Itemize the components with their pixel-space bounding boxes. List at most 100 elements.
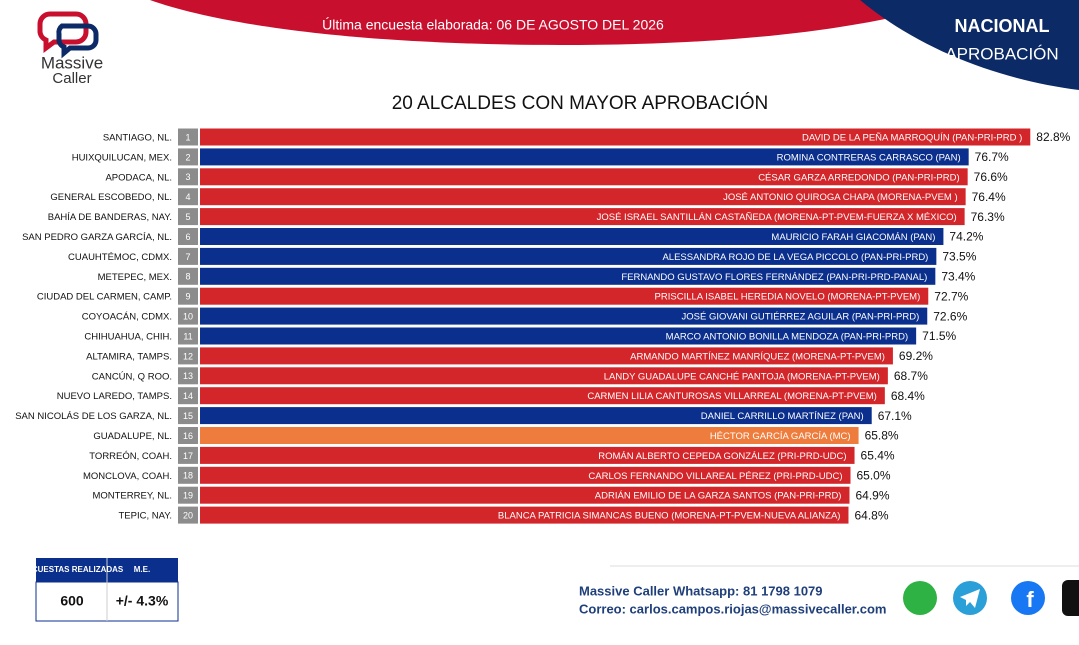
rank: 16 xyxy=(183,431,193,441)
rank: 13 xyxy=(183,371,193,381)
rank: 3 xyxy=(185,172,190,182)
email: Correo: carlos.campos.riojas@massivecall… xyxy=(579,601,887,616)
rank: 14 xyxy=(183,391,193,401)
survey-date: Última encuesta elaborada: 06 DE AGOSTO … xyxy=(322,17,664,33)
value-label: 72.6% xyxy=(933,309,967,323)
value-label: 74.2% xyxy=(949,230,983,244)
x-icon[interactable] xyxy=(1062,580,1079,616)
value-label: 64.9% xyxy=(855,488,889,502)
value-label: 64.8% xyxy=(854,508,888,522)
category-label: NUEVO LAREDO, TAMPS. xyxy=(57,391,172,402)
bar-label: LANDY GUADALUPE CANCHÉ PANTOJA (MORENA-P… xyxy=(604,371,880,382)
bar xyxy=(200,247,937,265)
facebook-icon[interactable] xyxy=(1011,581,1045,615)
rank-box xyxy=(178,407,198,425)
bar-label: ROMÁN ALBERTO CEPEDA GONZÁLEZ (PRI-PRD-U… xyxy=(598,451,846,462)
rank-box xyxy=(178,208,198,226)
logo: Massive Caller xyxy=(37,11,103,87)
bar xyxy=(200,407,872,425)
bar xyxy=(200,128,1031,146)
value-label: 76.3% xyxy=(971,210,1005,224)
bar xyxy=(200,387,885,405)
rank: 4 xyxy=(185,192,190,202)
category-label: TEPIC, NAY. xyxy=(119,511,173,522)
header-corner xyxy=(860,0,1079,90)
value-label: 76.6% xyxy=(974,170,1008,184)
bar xyxy=(200,188,966,206)
rank-box xyxy=(178,168,198,186)
rank-box xyxy=(178,387,198,405)
bar-label: DAVID DE LA PEÑA MARROQUÍN (PAN-PRI-PRD … xyxy=(802,133,1022,144)
bar-label: CARLOS FERNANDO VILLAREAL PÉREZ (PRI-PRD… xyxy=(588,471,842,482)
bar xyxy=(200,486,850,504)
whatsapp: Massive Caller Whatsapp: 81 1798 1079 xyxy=(579,583,823,598)
bar xyxy=(200,327,917,345)
table-header-text: M.E. xyxy=(134,565,150,574)
rank: 1 xyxy=(185,132,190,142)
rank: 17 xyxy=(183,451,193,461)
bar xyxy=(200,267,936,285)
category-label: GENERAL ESCOBEDO, NL. xyxy=(50,192,172,203)
logo-text: Caller xyxy=(52,70,91,87)
value-label: 68.4% xyxy=(891,389,925,403)
rank-box xyxy=(178,228,198,245)
bar-label: ARMANDO MARTÍNEZ MANRÍQUEZ (MORENA-PT-PV… xyxy=(630,351,885,362)
telegram-glyph xyxy=(960,589,980,608)
category-label: ALTAMIRA, TAMPS. xyxy=(86,351,172,362)
rank-box xyxy=(178,486,198,504)
value-label: 69.2% xyxy=(899,349,933,363)
category-label: HUIXQUILUCAN, MEX. xyxy=(72,152,172,163)
table-header-text: ENCUESTAS REALIZADAS xyxy=(21,565,124,574)
rank-box xyxy=(178,446,198,464)
bar-label: JOSÉ GIOVANI GUTIÉRREZ AGUILAR (PAN-PRI-… xyxy=(682,312,920,323)
bar xyxy=(200,347,893,365)
rank: 7 xyxy=(185,252,190,262)
category-label: SAN PEDRO GARZA GARCÍA, NL. xyxy=(22,232,172,243)
bar-label: CARMEN LILIA CANTUROSAS VILLARREAL (MORE… xyxy=(587,391,876,402)
rank: 2 xyxy=(185,152,190,162)
value-label: 67.1% xyxy=(878,409,912,423)
bar xyxy=(200,427,859,444)
category-label: METEPEC, MEX. xyxy=(98,272,172,283)
whatsapp-icon[interactable] xyxy=(903,581,937,615)
bar xyxy=(200,466,851,484)
rank-box xyxy=(178,247,198,265)
bar-label: BLANCA PATRICIA SIMANCAS BUENO (MORENA-P… xyxy=(498,511,841,522)
value-label: 73.4% xyxy=(941,269,975,283)
scope: NACIONAL xyxy=(955,16,1050,36)
bar-label: HÉCTOR GARCÍA GARCÍA (MC) xyxy=(710,431,851,442)
category-label: COYOACÁN, CDMX. xyxy=(82,312,172,323)
rank-box xyxy=(178,506,198,524)
rank: 18 xyxy=(183,471,193,481)
bars: SANTIAGO, NL. 1 DAVID DE LA PEÑA MARROQUÍN… xyxy=(15,128,1071,524)
rank: 9 xyxy=(185,292,190,302)
category-label: BAHÍA DE BANDERAS, NAY. xyxy=(48,212,172,223)
rank-box xyxy=(178,466,198,484)
category-label: MONCLOVA, COAH. xyxy=(83,471,172,482)
rank: 8 xyxy=(185,272,190,282)
category-label: CIUDAD DEL CARMEN, CAMP. xyxy=(37,292,172,303)
value-label: 82.8% xyxy=(1036,130,1070,144)
bar-label: DANIEL CARRILLO MARTÍNEZ (PAN) xyxy=(701,411,864,422)
rank-box xyxy=(178,267,198,285)
chart-title: 20 ALCALDES CON MAYOR APROBACIÓN xyxy=(392,92,769,114)
rank-box xyxy=(178,307,198,325)
value-label: 71.5% xyxy=(922,329,956,343)
category-label: CHIHUAHUA, CHIH. xyxy=(84,332,172,343)
rank: 20 xyxy=(183,510,193,520)
bar-label: CÉSAR GARZA ARREDONDO (PAN-PRI-PRD) xyxy=(758,172,959,183)
rank: 11 xyxy=(183,331,192,341)
category-label: TORREÓN, COAH. xyxy=(89,451,172,462)
metric: APROBACIÓN xyxy=(945,44,1058,63)
rank-box xyxy=(178,188,198,206)
category-label: MONTERREY, NL. xyxy=(92,491,172,502)
value-label: 68.7% xyxy=(894,369,928,383)
category-label: GUADALUPE, NL. xyxy=(93,431,172,442)
category-label: SAN NICOLÁS DE LOS GARZA, NL. xyxy=(15,411,172,422)
rank-box xyxy=(178,347,198,365)
bar xyxy=(200,287,929,305)
rank-box xyxy=(178,427,198,444)
table-cell: +/- 4.3% xyxy=(116,593,169,609)
